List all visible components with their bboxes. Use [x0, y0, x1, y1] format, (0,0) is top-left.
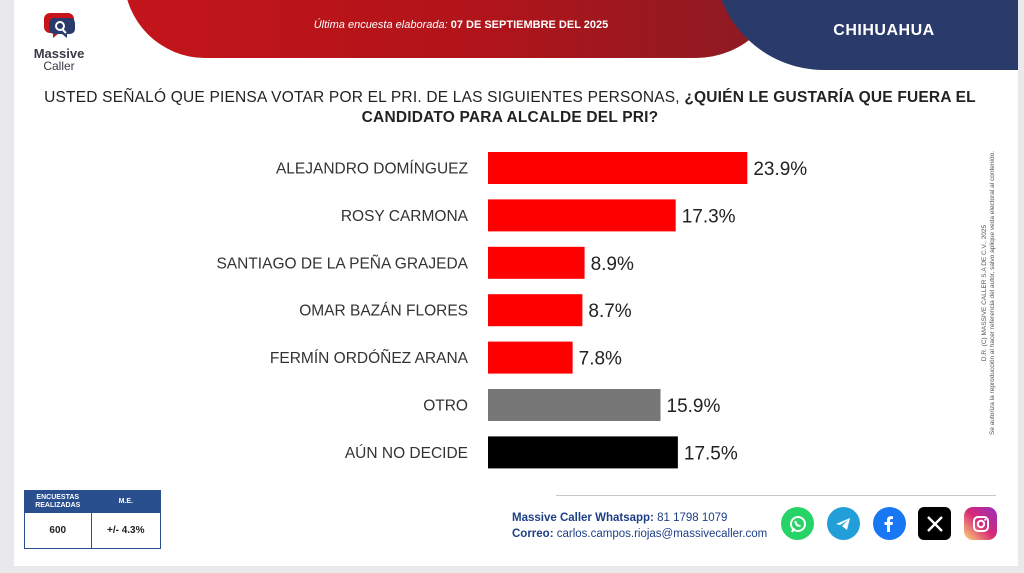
- value-label: 17.5%: [684, 443, 738, 464]
- email-label: Correo:: [512, 528, 554, 540]
- survey-date-label: Última encuesta elaborada:: [313, 19, 448, 31]
- bar: [488, 199, 676, 232]
- facebook-icon[interactable]: [872, 507, 906, 540]
- bar: [488, 436, 678, 469]
- value-label: 7.8%: [579, 349, 622, 370]
- brand-name-line1: Massive: [33, 46, 85, 61]
- value-label: 8.7%: [588, 301, 631, 322]
- survey-date-value: 07 DE SEPTIEMBRE DEL 2025: [450, 19, 609, 31]
- footer-divider: [556, 495, 996, 496]
- contact-info: Massive Caller Whatsapp: 81 1798 1079 Co…: [512, 510, 792, 542]
- category-label: ALEJANDRO DOMÍNGUEZ: [276, 161, 468, 178]
- value-label: 8.9%: [591, 254, 634, 275]
- survey-date: Última encuesta elaborada: 07 DE SEPTIEM…: [296, 19, 626, 31]
- value-label: 15.9%: [667, 396, 721, 417]
- whatsapp-label: Massive Caller Whatsapp:: [512, 512, 654, 524]
- category-label: ROSY CARMONA: [341, 208, 469, 225]
- bar: [488, 341, 573, 374]
- stats-header-surveys: ENCUESTAS REALIZADAS: [25, 491, 92, 513]
- question-bold: ¿QUIÉN LE GUSTARÍA QUE FUERA EL CANDIDAT…: [361, 89, 976, 126]
- copyright-line1: D.R. (C) MASSIVE CALLER S.A DE C.V., 202…: [981, 224, 988, 362]
- survey-stats-table: ENCUESTAS REALIZADAS M.E. 600 +/- 4.3%: [24, 490, 161, 549]
- x-icon[interactable]: [918, 507, 952, 540]
- bar: [488, 152, 748, 184]
- telegram-icon[interactable]: [826, 507, 860, 540]
- category-label: AÚN NO DECIDE: [345, 445, 468, 462]
- copyright-line2: Se autoriza la reproducción al hacer ref…: [989, 151, 996, 436]
- bar: [488, 389, 661, 421]
- bar: [488, 294, 583, 327]
- question-normal: USTED SEÑALÓ QUE PIENSA VOTAR POR EL PRI…: [44, 89, 680, 106]
- category-label: SANTIAGO DE LA PEÑA GRAJEDA: [216, 255, 468, 272]
- stats-value-margin: +/- 4.3%: [106, 525, 145, 536]
- category-label: OTRO: [423, 398, 468, 415]
- category-label: FERMÍN ORDÓÑEZ ARANA: [270, 350, 469, 367]
- copyright-note: D.R. (C) MASSIVE CALLER S.A DE C.V., 202…: [981, 110, 996, 470]
- social-links: [781, 507, 997, 541]
- stats-header-margin: M.E.: [118, 498, 133, 505]
- region-label: CHIHUAHUA: [833, 22, 935, 39]
- question-text: USTED SEÑALÓ QUE PIENSA VOTAR POR EL PRI…: [40, 88, 980, 128]
- brand-name-line2: Caller: [43, 59, 75, 73]
- category-label: OMAR BAZÁN FLORES: [299, 303, 468, 320]
- header-banner-red: [124, 0, 784, 58]
- brand-logo-icon: [44, 13, 75, 38]
- value-label: 17.3%: [682, 206, 736, 227]
- instagram-icon[interactable]: [964, 507, 997, 540]
- infographic-card: [14, 0, 1018, 566]
- whatsapp-number[interactable]: 81 1798 1079: [657, 512, 728, 524]
- value-label: 23.9%: [753, 159, 807, 180]
- email-address[interactable]: carlos.campos.riojas@massivecaller.com: [556, 528, 768, 540]
- bar: [488, 246, 585, 279]
- whatsapp-icon[interactable]: [781, 507, 814, 540]
- brand-logo: Massive Caller: [24, 8, 94, 74]
- stats-value-surveys: 600: [25, 513, 92, 548]
